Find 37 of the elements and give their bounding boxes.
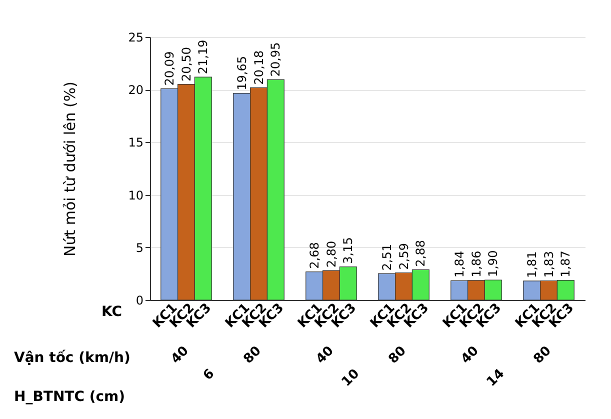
data-label: 1,90 xyxy=(486,250,500,278)
y-tick-label: 0 xyxy=(136,294,144,308)
data-label: 20,18 xyxy=(252,50,266,85)
text: KC xyxy=(102,304,122,320)
text: H_BTNTC (cm) xyxy=(14,389,126,405)
x-tick-label: 80 xyxy=(386,344,410,367)
data-label: 2,80 xyxy=(324,240,338,268)
x-tick-label: 40 xyxy=(168,344,192,367)
y-tick-label: 15 xyxy=(128,136,144,150)
y-tick-label: 5 xyxy=(136,240,144,255)
data-label: 21,19 xyxy=(196,40,210,74)
data-label: 1,83 xyxy=(542,251,556,278)
data-label: 3,15 xyxy=(341,237,356,264)
data-label: 1,87 xyxy=(558,250,573,278)
text: Vận tốc (km/h) xyxy=(14,349,130,366)
y-axis-title: Nứt mỏi từ dưới lên (%) xyxy=(61,81,80,257)
text: 6 xyxy=(200,366,218,384)
data-label: 20,95 xyxy=(268,42,283,77)
data-label: 1,86 xyxy=(469,250,484,278)
text: 10 xyxy=(339,366,363,390)
data-label: 20,50 xyxy=(179,46,194,82)
x-tick-label: 40 xyxy=(458,344,482,367)
x-tick-label: 40 xyxy=(314,344,337,367)
data-label: 19,65 xyxy=(234,56,249,90)
data-label: 2,88 xyxy=(414,240,428,267)
data-label: 1,81 xyxy=(524,251,539,278)
y-tick-label: 25 xyxy=(128,30,144,44)
x-tick-label: 80 xyxy=(531,344,554,367)
y-tick-label: 10 xyxy=(128,188,144,202)
x-tick-label: 80 xyxy=(241,344,264,367)
data-label: 2,51 xyxy=(380,244,394,271)
data-label: 2,59 xyxy=(396,243,411,270)
data-label: 1,84 xyxy=(452,250,466,278)
data-label: 20,09 xyxy=(162,51,176,86)
data-label: 2,68 xyxy=(307,242,322,269)
y-tick-label: 20 xyxy=(128,83,144,98)
text: 14 xyxy=(484,366,508,390)
